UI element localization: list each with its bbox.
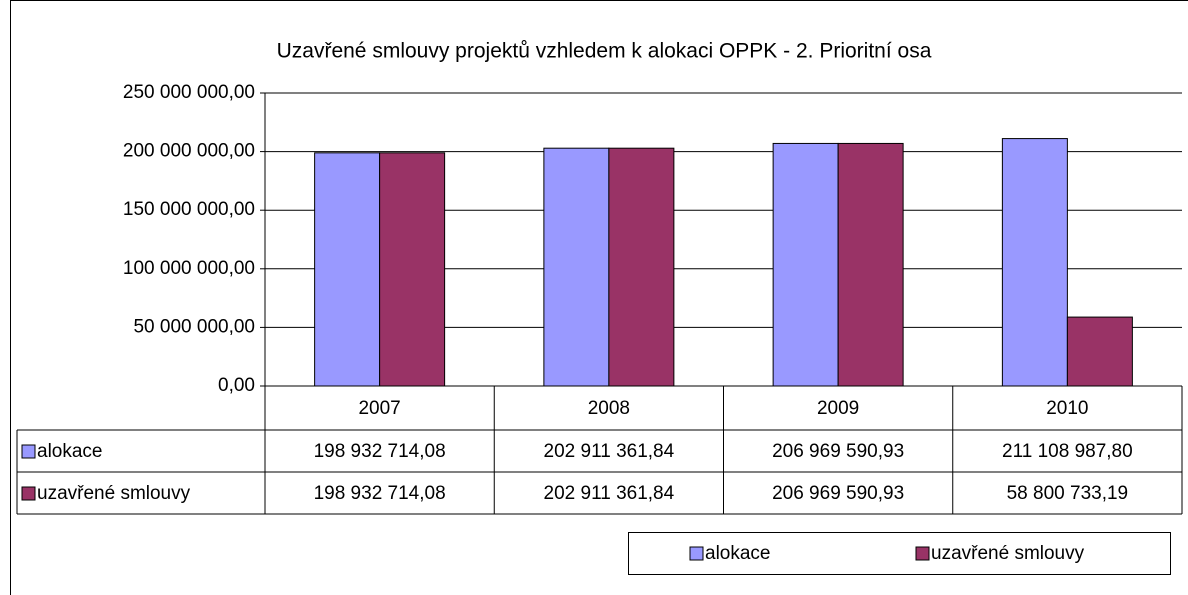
bar xyxy=(837,142,904,387)
bar xyxy=(379,152,446,387)
bar xyxy=(608,147,675,387)
chart-title: Uzavřené smlouvy projektů vzhledem k alo… xyxy=(277,40,932,63)
table-value: 58 800 733,19 xyxy=(1007,483,1129,504)
legend-box xyxy=(628,532,1171,575)
table-value: 202 911 361,84 xyxy=(544,483,675,504)
bar xyxy=(1066,316,1133,387)
x-tick-label: 2010 xyxy=(1046,398,1088,419)
table-value: 206 969 590,93 xyxy=(772,483,904,504)
table-value: 206 969 590,93 xyxy=(772,441,904,462)
table-value: 211 108 987,80 xyxy=(1002,441,1133,462)
y-tick-label: 50 000 000,00 xyxy=(133,316,255,337)
y-tick-label: 200 000 000,00 xyxy=(123,141,255,162)
x-tick-label: 2008 xyxy=(588,398,630,419)
y-tick-label: 150 000 000,00 xyxy=(123,199,255,220)
bar xyxy=(772,142,839,387)
bar xyxy=(1001,138,1068,387)
x-tick-label: 2009 xyxy=(817,398,859,419)
y-tick-label: 100 000 000,00 xyxy=(123,258,255,279)
legend-swatch xyxy=(689,546,704,561)
bar xyxy=(314,152,381,387)
table-value: 202 911 361,84 xyxy=(544,441,675,462)
table-legend-swatch xyxy=(21,486,36,501)
legend-label: alokace xyxy=(705,543,771,564)
legend-swatch xyxy=(915,546,930,561)
y-tick-label: 250 000 000,00 xyxy=(123,82,255,103)
table-value: 198 932 714,08 xyxy=(314,483,446,504)
table-legend-swatch xyxy=(21,444,36,459)
x-tick-label: 2007 xyxy=(358,398,400,419)
table-row-label: alokace xyxy=(37,441,103,462)
y-tick-label: 0,00 xyxy=(218,375,255,396)
bar xyxy=(543,147,610,387)
legend-label: uzavřené smlouvy xyxy=(931,543,1085,564)
table-row-label: uzavřené smlouvy xyxy=(37,483,191,504)
table-value: 198 932 714,08 xyxy=(314,441,446,462)
